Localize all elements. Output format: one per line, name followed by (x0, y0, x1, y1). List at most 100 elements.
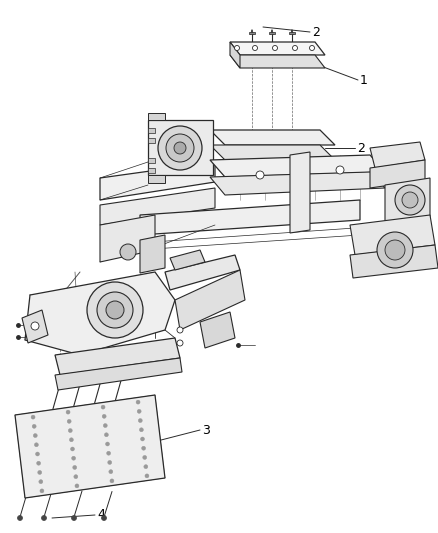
Polygon shape (148, 138, 155, 143)
Polygon shape (100, 188, 215, 225)
Circle shape (166, 134, 194, 162)
Polygon shape (148, 113, 165, 120)
Circle shape (74, 475, 78, 479)
Circle shape (310, 45, 314, 51)
Polygon shape (140, 200, 360, 235)
Polygon shape (290, 152, 310, 233)
Circle shape (73, 465, 77, 470)
Circle shape (143, 455, 147, 459)
Circle shape (104, 433, 108, 437)
Circle shape (106, 451, 111, 455)
Circle shape (256, 171, 264, 179)
Circle shape (75, 484, 79, 488)
Circle shape (177, 340, 183, 346)
Polygon shape (15, 395, 165, 498)
Polygon shape (350, 215, 435, 255)
Polygon shape (210, 155, 385, 177)
Polygon shape (249, 32, 255, 34)
Circle shape (109, 470, 113, 474)
Circle shape (101, 405, 105, 409)
Polygon shape (170, 250, 205, 270)
Polygon shape (370, 142, 425, 168)
Circle shape (110, 479, 114, 483)
Circle shape (293, 45, 297, 51)
Circle shape (385, 240, 405, 260)
Polygon shape (22, 310, 48, 343)
Polygon shape (25, 272, 175, 355)
Circle shape (69, 438, 74, 442)
Text: 3: 3 (202, 424, 210, 437)
Circle shape (32, 424, 36, 429)
Circle shape (39, 480, 43, 483)
Text: 4: 4 (97, 508, 105, 521)
Circle shape (136, 400, 140, 404)
Polygon shape (210, 172, 385, 195)
Circle shape (141, 437, 145, 441)
Circle shape (174, 142, 186, 154)
Polygon shape (148, 168, 155, 173)
Circle shape (137, 409, 141, 413)
Polygon shape (100, 162, 215, 200)
Circle shape (120, 244, 136, 260)
Circle shape (71, 447, 74, 451)
Circle shape (377, 232, 413, 268)
Circle shape (18, 515, 22, 521)
Circle shape (37, 461, 41, 465)
Circle shape (87, 282, 143, 338)
Circle shape (177, 327, 183, 333)
Circle shape (40, 489, 44, 493)
Circle shape (31, 415, 35, 419)
Circle shape (66, 410, 70, 414)
Polygon shape (55, 338, 180, 375)
Circle shape (252, 45, 258, 51)
Polygon shape (350, 245, 438, 278)
Polygon shape (385, 178, 430, 225)
Circle shape (97, 292, 133, 328)
Circle shape (106, 301, 124, 319)
Text: 1: 1 (360, 74, 368, 86)
Circle shape (144, 465, 148, 469)
Circle shape (138, 418, 142, 423)
Circle shape (67, 419, 71, 423)
Circle shape (31, 322, 39, 330)
Text: 2: 2 (357, 141, 365, 155)
Circle shape (106, 442, 110, 446)
Polygon shape (165, 255, 240, 290)
Circle shape (71, 456, 76, 460)
Polygon shape (148, 120, 213, 175)
Polygon shape (230, 42, 325, 55)
Circle shape (108, 461, 112, 464)
Circle shape (102, 414, 106, 418)
Circle shape (402, 192, 418, 208)
Circle shape (35, 452, 39, 456)
Circle shape (38, 471, 42, 474)
Polygon shape (200, 312, 235, 348)
Polygon shape (55, 358, 182, 390)
Polygon shape (140, 235, 165, 273)
Circle shape (145, 474, 149, 478)
Polygon shape (175, 270, 245, 330)
Circle shape (42, 515, 46, 521)
Circle shape (336, 166, 344, 174)
Circle shape (71, 515, 77, 521)
Circle shape (141, 446, 145, 450)
Polygon shape (210, 130, 335, 145)
Text: 2: 2 (312, 26, 320, 38)
Circle shape (395, 185, 425, 215)
Polygon shape (230, 42, 240, 68)
Polygon shape (210, 145, 335, 160)
Polygon shape (148, 128, 155, 133)
Polygon shape (100, 215, 155, 262)
Polygon shape (148, 175, 165, 183)
Circle shape (33, 433, 37, 438)
Polygon shape (370, 160, 425, 188)
Circle shape (68, 429, 72, 433)
Polygon shape (289, 32, 295, 34)
Circle shape (234, 45, 240, 51)
Circle shape (102, 515, 106, 521)
Polygon shape (269, 32, 275, 34)
Circle shape (158, 126, 202, 170)
Circle shape (35, 443, 39, 447)
Circle shape (139, 428, 143, 432)
Polygon shape (230, 55, 325, 68)
